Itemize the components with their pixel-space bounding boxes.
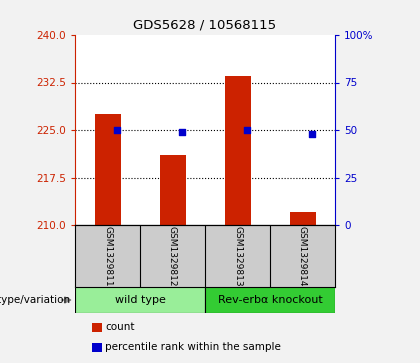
Point — [179, 129, 186, 135]
Text: wild type: wild type — [115, 295, 165, 305]
Point — [244, 127, 251, 133]
Text: GSM1329814: GSM1329814 — [298, 226, 307, 286]
Bar — [225, 76, 250, 225]
Point — [114, 127, 121, 133]
Title: GDS5628 / 10568115: GDS5628 / 10568115 — [134, 18, 276, 31]
Text: percentile rank within the sample: percentile rank within the sample — [105, 342, 281, 352]
Bar — [160, 155, 186, 225]
Text: GSM1329813: GSM1329813 — [233, 226, 242, 286]
Bar — [289, 212, 315, 225]
Text: GSM1329811: GSM1329811 — [103, 226, 112, 286]
Text: genotype/variation: genotype/variation — [0, 295, 71, 305]
Text: count: count — [105, 322, 135, 332]
Text: Rev-erbα knockout: Rev-erbα knockout — [218, 295, 323, 305]
Point — [309, 131, 315, 137]
Text: GSM1329812: GSM1329812 — [168, 226, 177, 286]
Bar — [205, 287, 335, 313]
Bar — [94, 114, 121, 225]
Bar — [75, 287, 205, 313]
